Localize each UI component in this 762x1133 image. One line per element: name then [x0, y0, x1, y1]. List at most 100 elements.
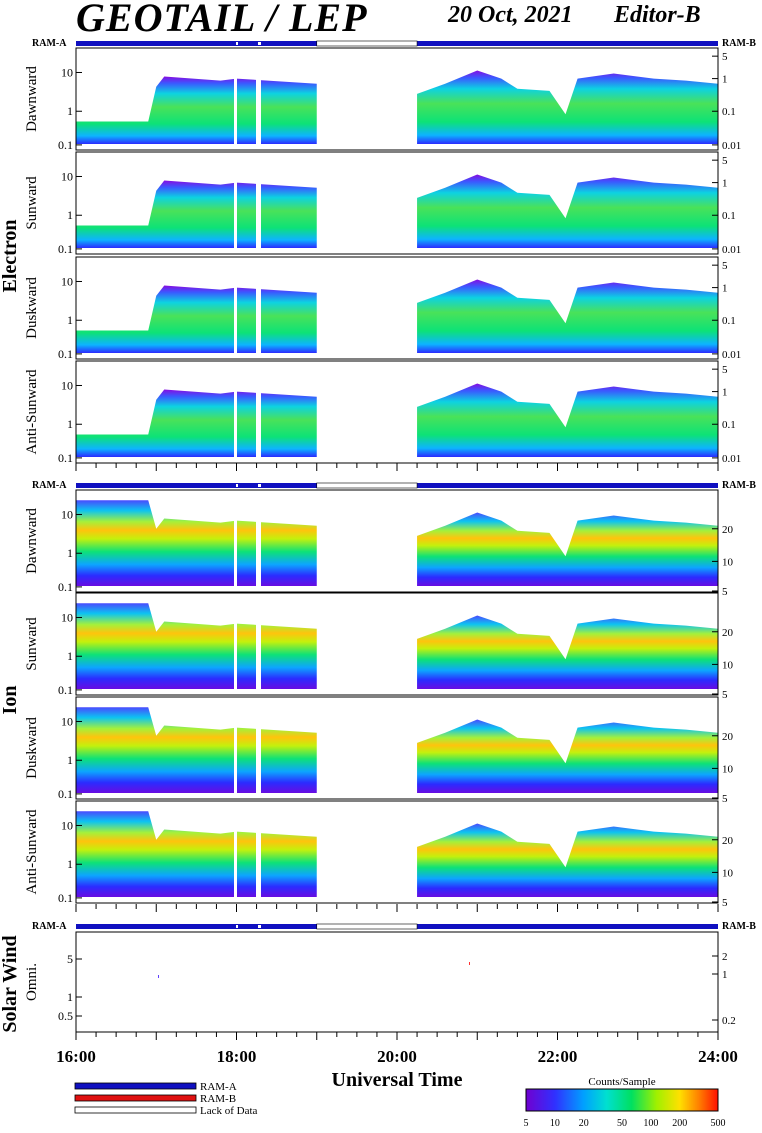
status-gap-mark: [236, 484, 238, 487]
left-tick-label: 1: [67, 417, 73, 431]
right-tick-label: 0.01: [722, 453, 741, 465]
ram-a-label: RAM-A: [32, 921, 67, 932]
legend-label: RAM-A: [200, 1081, 237, 1093]
left-tick-label: 10: [61, 818, 73, 832]
right-tick-label: 5: [722, 364, 728, 376]
left-tick-label: 1: [67, 990, 73, 1004]
time-ticks: [75, 904, 719, 912]
panel-label: Anti-Sunward: [24, 369, 40, 454]
left-tick-label: 10: [61, 65, 73, 79]
legend-label: RAM-B: [200, 1093, 236, 1105]
colorbar-tick-label: 200: [672, 1118, 687, 1128]
panel-frame: [75, 256, 719, 360]
spectrogram-region: [417, 279, 718, 353]
status-gap-mark: [258, 484, 261, 487]
right-tick-label: 0.1: [722, 419, 736, 431]
right-tick-label: 20: [722, 524, 734, 536]
data-gap-stripe: [234, 697, 237, 799]
data-gap-stripe: [234, 593, 237, 695]
x-tick-label: 20:00: [377, 1047, 417, 1066]
panel-label: Dawnward: [24, 66, 40, 132]
time-ticks: [75, 463, 719, 471]
right-tick-label: 1: [722, 969, 728, 981]
right-tick-label: 20: [722, 627, 734, 639]
right-tick-label: 10: [722, 556, 734, 568]
left-tick-label: 1: [67, 857, 73, 871]
panel-i-3: 10 1 0.1 20 10 5 Anti-Sunward: [24, 800, 734, 909]
left-tick-label: 5: [67, 952, 73, 966]
panel-e-0: 10 1 0.1 5 1 0.1 0.01 Dawnward: [24, 47, 741, 152]
left-tick-label: 1: [67, 313, 73, 327]
right-tick-label: 5: [722, 260, 728, 272]
left-tick-label: 1: [67, 104, 73, 118]
panel-label: Dawnward: [24, 508, 40, 574]
left-tick-label: 0.1: [58, 451, 73, 465]
data-gap-stripe: [256, 801, 261, 903]
panel-frame: [75, 696, 719, 800]
right-tick-label: 1: [722, 387, 728, 399]
x-tick-label: 16:00: [56, 1047, 96, 1066]
page-title: GEOTAIL / LEP: [76, 0, 368, 40]
editor-label: Editor-B: [614, 2, 701, 28]
right-tick-label: 1: [722, 74, 728, 86]
data-gap-stripe: [234, 361, 237, 463]
panel-label: Omni.: [24, 963, 40, 1001]
colorbar-tick-label: 100: [643, 1118, 658, 1128]
legend-label: Lack of Data: [200, 1105, 258, 1117]
spectrogram-region: [417, 174, 718, 248]
panel-frame: [75, 47, 719, 151]
left-tick-label: 0.1: [58, 891, 73, 905]
colorbar-tick-label: 10: [550, 1118, 560, 1128]
panel-label: Duskward: [24, 277, 40, 339]
right-tick-label: 5: [722, 689, 728, 701]
panel-frame: [75, 592, 719, 696]
data-gap-stripe: [256, 361, 261, 463]
left-tick-label: 1: [67, 753, 73, 767]
data-gap-stripe: [256, 697, 261, 799]
ram-a-label: RAM-A: [32, 38, 67, 49]
panel-frame: [75, 151, 719, 255]
left-tick-label: 0.1: [58, 347, 73, 361]
panel-label: Anti-Sunward: [24, 809, 40, 894]
right-tick-label: 10: [722, 659, 734, 671]
panel-e-2: 10 1 0.1 5 1 0.1 0.01 Duskward: [24, 256, 741, 361]
left-tick-label: 0.1: [58, 242, 73, 256]
right-tick-label: 0.01: [722, 140, 741, 152]
spectrogram-region: [417, 383, 718, 457]
right-tick-label: 1: [722, 283, 728, 295]
data-gap-stripe: [234, 152, 237, 254]
left-tick-label: 0.1: [58, 787, 73, 801]
left-tick-label: 0.1: [58, 580, 73, 594]
panel-e-1: 10 1 0.1 5 1 0.1 0.01 Sunward: [24, 151, 741, 256]
right-tick-label: 5: [722, 897, 728, 909]
data-gap-stripe: [234, 257, 237, 359]
spectrogram-region: [417, 512, 718, 586]
right-tick-label: 0.1: [722, 106, 736, 118]
status-gap-mark: [236, 925, 238, 928]
x-tick-label: 24:00: [698, 1047, 738, 1066]
data-gap-stripe: [256, 152, 261, 254]
legend-swatch: [74, 1094, 197, 1102]
solar-wind-point: [158, 975, 159, 978]
panel-label: Sunward: [24, 176, 40, 230]
ram-status-bar: RAM-A RAM-B: [32, 480, 756, 491]
data-gap-stripe: [234, 801, 237, 903]
right-tick-label: 0.01: [722, 349, 741, 361]
right-tick-label: 0.01: [722, 244, 741, 256]
right-tick-label: 10: [722, 867, 734, 879]
right-tick-label: 20: [722, 731, 734, 743]
solar-wind-point: [469, 962, 470, 965]
colorbar-title: Counts/Sample: [588, 1076, 655, 1088]
ram-b-label: RAM-B: [722, 38, 756, 49]
left-tick-label: 10: [61, 610, 73, 624]
data-gap-stripe: [234, 490, 237, 592]
left-tick-label: 1: [67, 208, 73, 222]
group-label-ion: Ion: [0, 686, 21, 715]
left-tick-label: 10: [61, 169, 73, 183]
group-label-electron: Electron: [0, 220, 21, 293]
spectrogram-region: [417, 615, 718, 689]
right-tick-label: 20: [722, 835, 734, 847]
left-tick-label: 0.5: [58, 1009, 73, 1023]
